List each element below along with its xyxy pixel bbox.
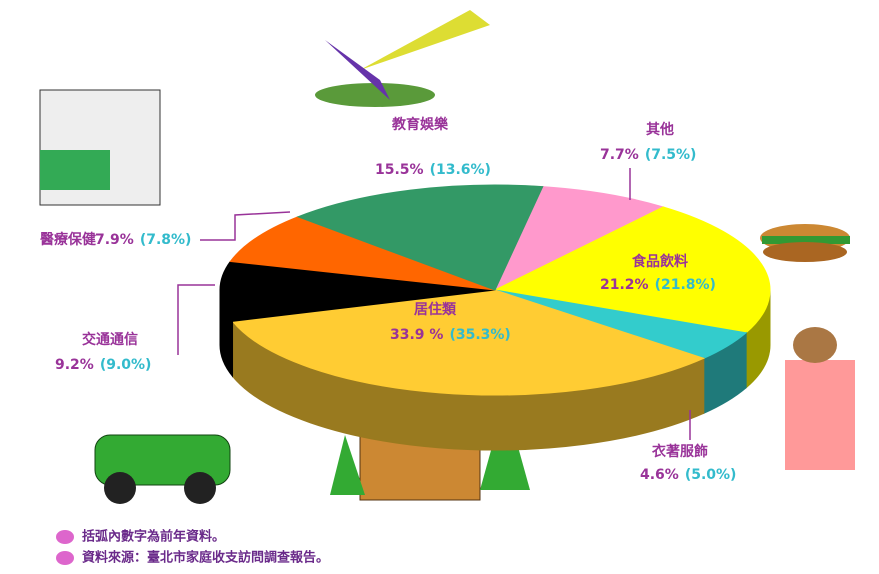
prior-value-label: (7.8%) bbox=[140, 232, 192, 248]
pie bbox=[220, 185, 770, 450]
value-label: 7.9% bbox=[95, 232, 134, 248]
category-label: 食品飲料 bbox=[632, 253, 688, 270]
category-label: 居住類 bbox=[414, 301, 457, 318]
prior-value-label: (9.0%) bbox=[100, 357, 152, 373]
prior-value-label: (5.0%) bbox=[685, 467, 737, 483]
prior-value-label: (21.8%) bbox=[655, 277, 716, 293]
category-label: 交通通信 bbox=[82, 331, 138, 348]
note: 括弧內數字為前年資料。 bbox=[82, 529, 225, 545]
category-label: 教育娛樂 bbox=[392, 116, 449, 133]
value-label: 4.6% bbox=[640, 467, 679, 483]
prior-value-label: (35.3%) bbox=[449, 327, 510, 343]
value-label: 9.2% bbox=[55, 357, 94, 373]
value-label: 33.9 % bbox=[390, 327, 443, 343]
category-label: 衣著服飾 bbox=[652, 443, 708, 460]
prior-value-label: (7.5%) bbox=[645, 147, 697, 163]
chart: 括弧內數字為前年資料。 資料來源：臺北市家庭收支訪問調查報告。 其他 7.7% (7… bbox=[0, 0, 879, 570]
prior-value-label: (13.6%) bbox=[430, 162, 491, 178]
category-label: 其他 bbox=[646, 121, 674, 138]
category-label: 醫療保健 bbox=[40, 231, 96, 248]
value-label: 7.7% bbox=[600, 147, 639, 163]
note: 資料來源：臺北市家庭收支訪問調查報告。 bbox=[82, 550, 329, 566]
value-label: 15.5% bbox=[375, 162, 424, 178]
value-label: 21.2% bbox=[600, 277, 649, 293]
